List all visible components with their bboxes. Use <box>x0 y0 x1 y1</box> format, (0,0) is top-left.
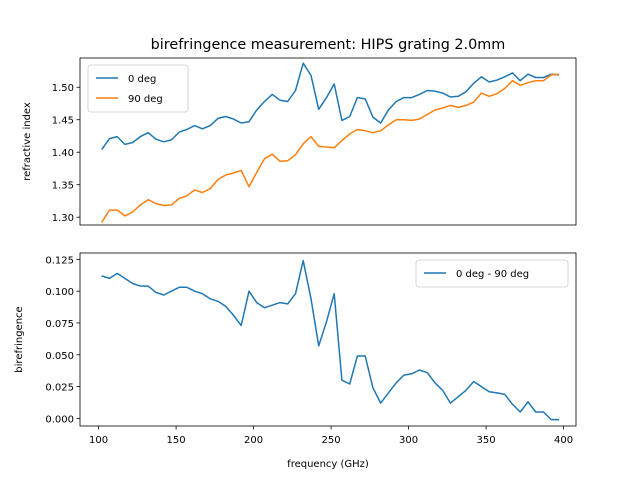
legend-label: 0 deg - 90 deg <box>456 269 529 280</box>
legend: 0 deg - 90 deg <box>415 259 569 288</box>
legend: 0 deg 90 deg <box>87 64 189 113</box>
y-tick-label: 0.125 <box>45 255 74 266</box>
y-axis-label: birefringence <box>14 306 25 372</box>
y-tick-label: 0.000 <box>45 414 74 425</box>
y-tick-label: 1.45 <box>52 116 74 127</box>
y-tick-label: 1.40 <box>52 148 74 159</box>
x-tick-label: 200 <box>244 435 263 446</box>
x-tick-label: 100 <box>89 435 108 446</box>
series-line-90-deg <box>101 73 560 223</box>
x-tick-label: 300 <box>399 435 418 446</box>
chart-title: birefringence measurement: HIPS grating … <box>151 37 506 53</box>
legend-label: 90 deg <box>128 94 163 105</box>
series-line-0-deg <box>101 62 560 151</box>
x-tick-label: 150 <box>167 435 186 446</box>
x-tick-label: 250 <box>322 435 341 446</box>
y-tick-label: 1.50 <box>52 83 74 94</box>
y-tick-label: 1.35 <box>52 181 74 192</box>
legend-label: 0 deg <box>128 74 156 85</box>
x-tick-label: 400 <box>554 435 573 446</box>
y-tick-label: 0.100 <box>45 287 74 298</box>
bottom-plot-birefringence: 0.000 0.025 0.050 0.075 0.100 0.125 100 150 200 2… <box>14 252 577 470</box>
legend-box <box>87 64 189 113</box>
y-tick-label: 0.050 <box>45 351 74 362</box>
top-plot-refractive-index: 1.30 1.35 1.40 1.45 1.50 refractive index 0 de… <box>22 57 577 226</box>
y-axis-label: refractive index <box>22 102 33 181</box>
y-tick-label: 1.30 <box>52 213 74 224</box>
x-axis-label: frequency (GHz) <box>287 459 369 470</box>
legend-box <box>415 259 569 288</box>
x-tick-label: 350 <box>477 435 496 446</box>
series-line-0-deg-90-deg <box>101 259 559 421</box>
y-tick-label: 0.025 <box>45 383 74 394</box>
y-tick-label: 0.075 <box>45 319 74 330</box>
